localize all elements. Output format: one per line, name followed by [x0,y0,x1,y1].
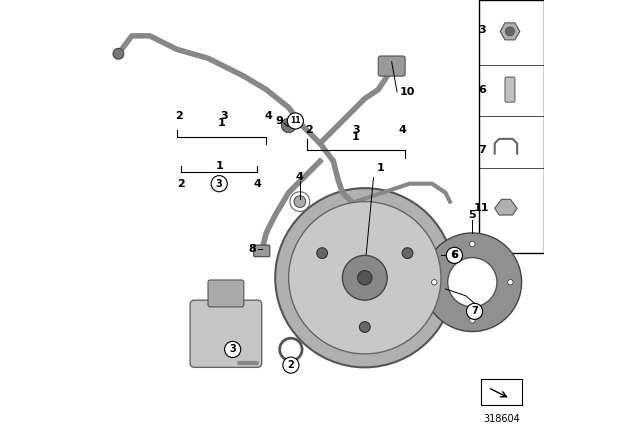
Circle shape [467,303,483,319]
Circle shape [402,248,413,258]
Text: 2: 2 [287,360,294,370]
Text: 9: 9 [276,116,284,126]
FancyBboxPatch shape [190,300,262,367]
Text: 3: 3 [352,125,360,135]
Text: 3: 3 [216,179,223,189]
Circle shape [282,118,296,133]
Text: 6: 6 [451,250,458,260]
FancyBboxPatch shape [253,245,270,257]
FancyBboxPatch shape [378,56,405,76]
Circle shape [470,241,475,247]
Text: 1: 1 [352,132,360,142]
Circle shape [508,280,513,285]
Text: 3: 3 [479,25,486,34]
Circle shape [448,258,497,307]
FancyBboxPatch shape [479,0,544,253]
Circle shape [470,318,475,323]
Text: 5: 5 [468,210,476,220]
Text: 11: 11 [474,203,489,213]
Polygon shape [500,23,520,40]
Text: 1: 1 [215,161,223,171]
Circle shape [506,27,515,36]
Text: 11: 11 [290,116,301,125]
Circle shape [431,280,437,285]
Circle shape [317,248,328,258]
Text: 8: 8 [248,244,256,254]
Text: 3: 3 [220,112,227,121]
Text: 7: 7 [479,145,486,155]
Text: 4: 4 [253,179,261,189]
FancyBboxPatch shape [208,280,244,307]
Circle shape [225,341,241,358]
Circle shape [360,322,370,332]
Text: 4: 4 [264,112,273,121]
Text: 4: 4 [399,125,407,135]
Text: 7: 7 [471,306,478,316]
Text: 4: 4 [296,172,304,182]
Circle shape [342,255,387,300]
Circle shape [358,271,372,285]
Circle shape [287,113,303,129]
Circle shape [113,48,124,59]
Circle shape [289,202,441,354]
Text: 6: 6 [451,250,458,260]
Circle shape [446,247,463,263]
Circle shape [211,176,227,192]
Text: 3: 3 [229,345,236,354]
Text: 6: 6 [479,85,486,95]
Text: 1: 1 [376,163,385,173]
Circle shape [294,196,306,207]
FancyBboxPatch shape [481,379,522,405]
Text: 318604: 318604 [483,414,520,424]
FancyBboxPatch shape [505,77,515,102]
Circle shape [275,188,454,367]
Circle shape [283,357,299,373]
Text: 2: 2 [175,112,183,121]
Circle shape [423,233,522,332]
Polygon shape [495,199,517,215]
Text: 2: 2 [177,179,185,189]
Text: 1: 1 [218,118,225,128]
Text: 2: 2 [305,125,313,135]
Text: 10: 10 [399,87,415,97]
